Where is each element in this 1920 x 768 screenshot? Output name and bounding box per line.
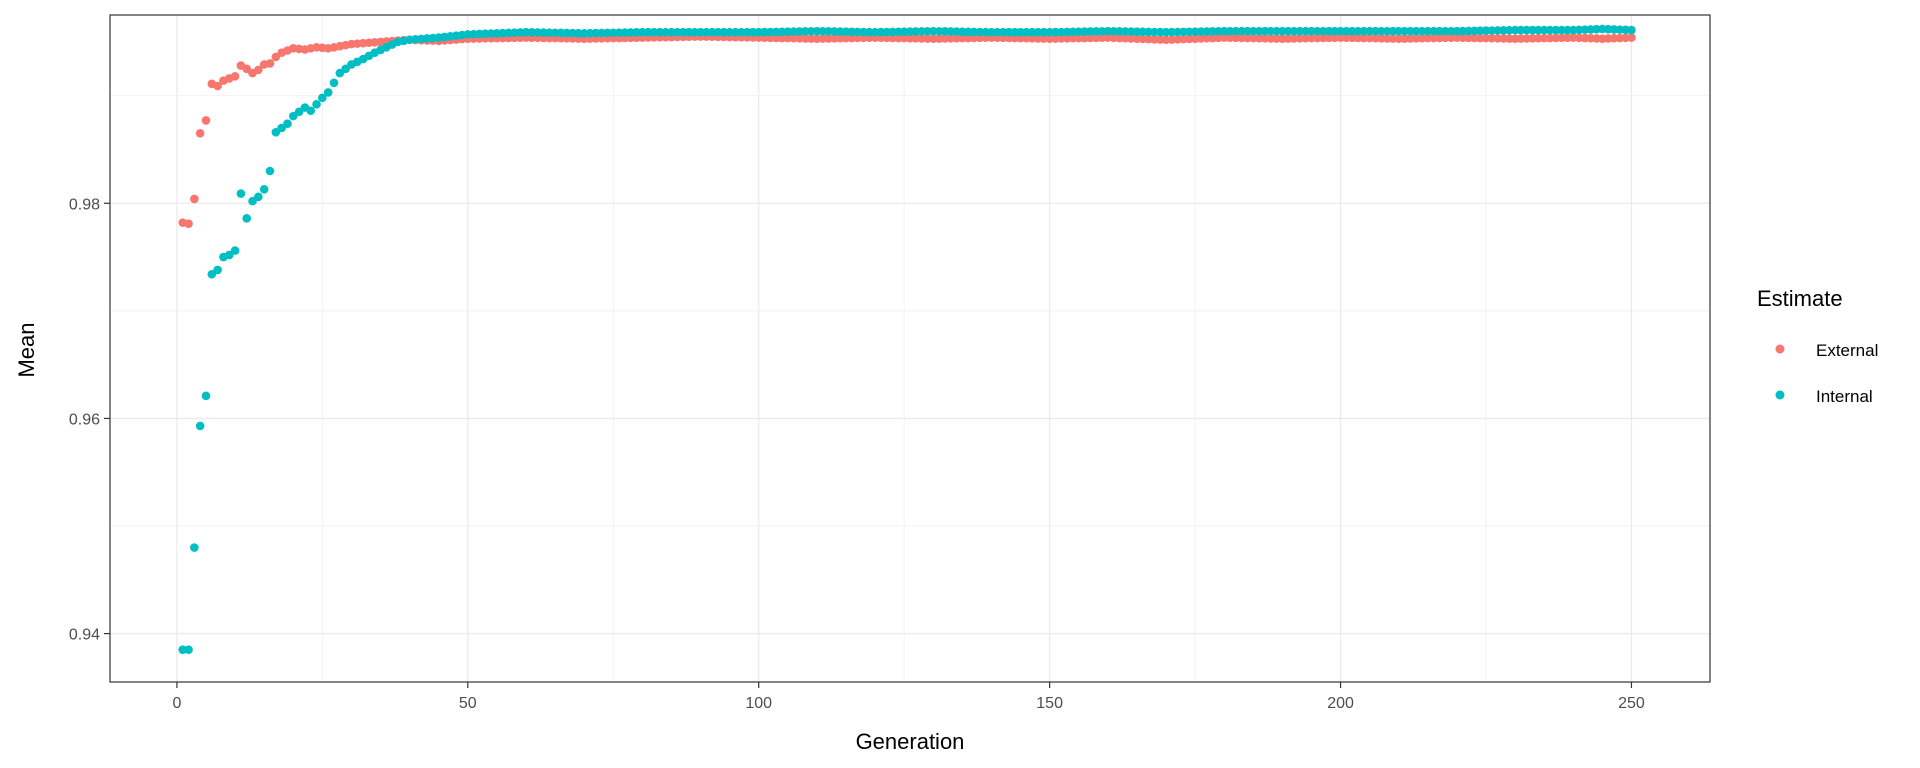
- point-internal: [242, 214, 252, 223]
- point-external: [1627, 33, 1636, 42]
- point-internal: [318, 93, 327, 103]
- point-internal: [259, 184, 269, 194]
- point-internal: [254, 192, 263, 202]
- legend-label-external: External: [1816, 341, 1878, 360]
- legend: Estimate External Internal: [1757, 286, 1878, 406]
- point-internal: [230, 246, 240, 255]
- point-internal: [306, 106, 316, 116]
- x-tick-label: 250: [1618, 695, 1645, 712]
- point-internal: [283, 119, 292, 128]
- plot-border: [109, 14, 1711, 683]
- point-internal: [265, 166, 275, 176]
- point-internal: [195, 421, 205, 431]
- point-internal: [201, 391, 211, 401]
- x-tick-label: 50: [459, 695, 477, 712]
- y-axis-title: Mean: [14, 322, 39, 377]
- point-internal: [190, 543, 199, 552]
- legend-title: Estimate: [1757, 286, 1843, 311]
- x-tick-label: 200: [1327, 695, 1354, 712]
- point-external: [195, 129, 205, 138]
- axis-ticks: 0 50 100 150 200 250 0.94 0.96 0.98: [69, 196, 1645, 712]
- y-tick-label: 0.98: [69, 196, 100, 213]
- x-tick-label: 100: [745, 695, 772, 712]
- point-external: [201, 116, 211, 125]
- point-external: [265, 59, 275, 68]
- x-axis-title: Generation: [856, 729, 965, 754]
- y-tick-label: 0.96: [69, 411, 100, 428]
- legend-label-internal: Internal: [1816, 387, 1873, 406]
- legend-key-external: [1775, 344, 1785, 354]
- point-external: [254, 65, 263, 75]
- x-tick-label: 0: [172, 695, 181, 712]
- point-internal: [323, 88, 333, 97]
- point-internal: [312, 99, 321, 109]
- point-external: [230, 72, 240, 81]
- plot-panel: [110, 15, 1710, 682]
- point-internal: [184, 645, 193, 655]
- data-points: [178, 24, 1636, 655]
- y-tick-label: 0.94: [69, 627, 100, 644]
- point-internal: [213, 265, 222, 275]
- point-internal: [329, 78, 339, 88]
- point-external: [213, 81, 222, 91]
- point-external: [184, 219, 193, 229]
- point-internal: [236, 189, 246, 198]
- point-internal: [1627, 25, 1636, 35]
- x-tick-label: 150: [1036, 695, 1063, 712]
- grid-lines: [110, 15, 1710, 682]
- point-external: [190, 194, 199, 204]
- legend-key-internal: [1775, 390, 1785, 400]
